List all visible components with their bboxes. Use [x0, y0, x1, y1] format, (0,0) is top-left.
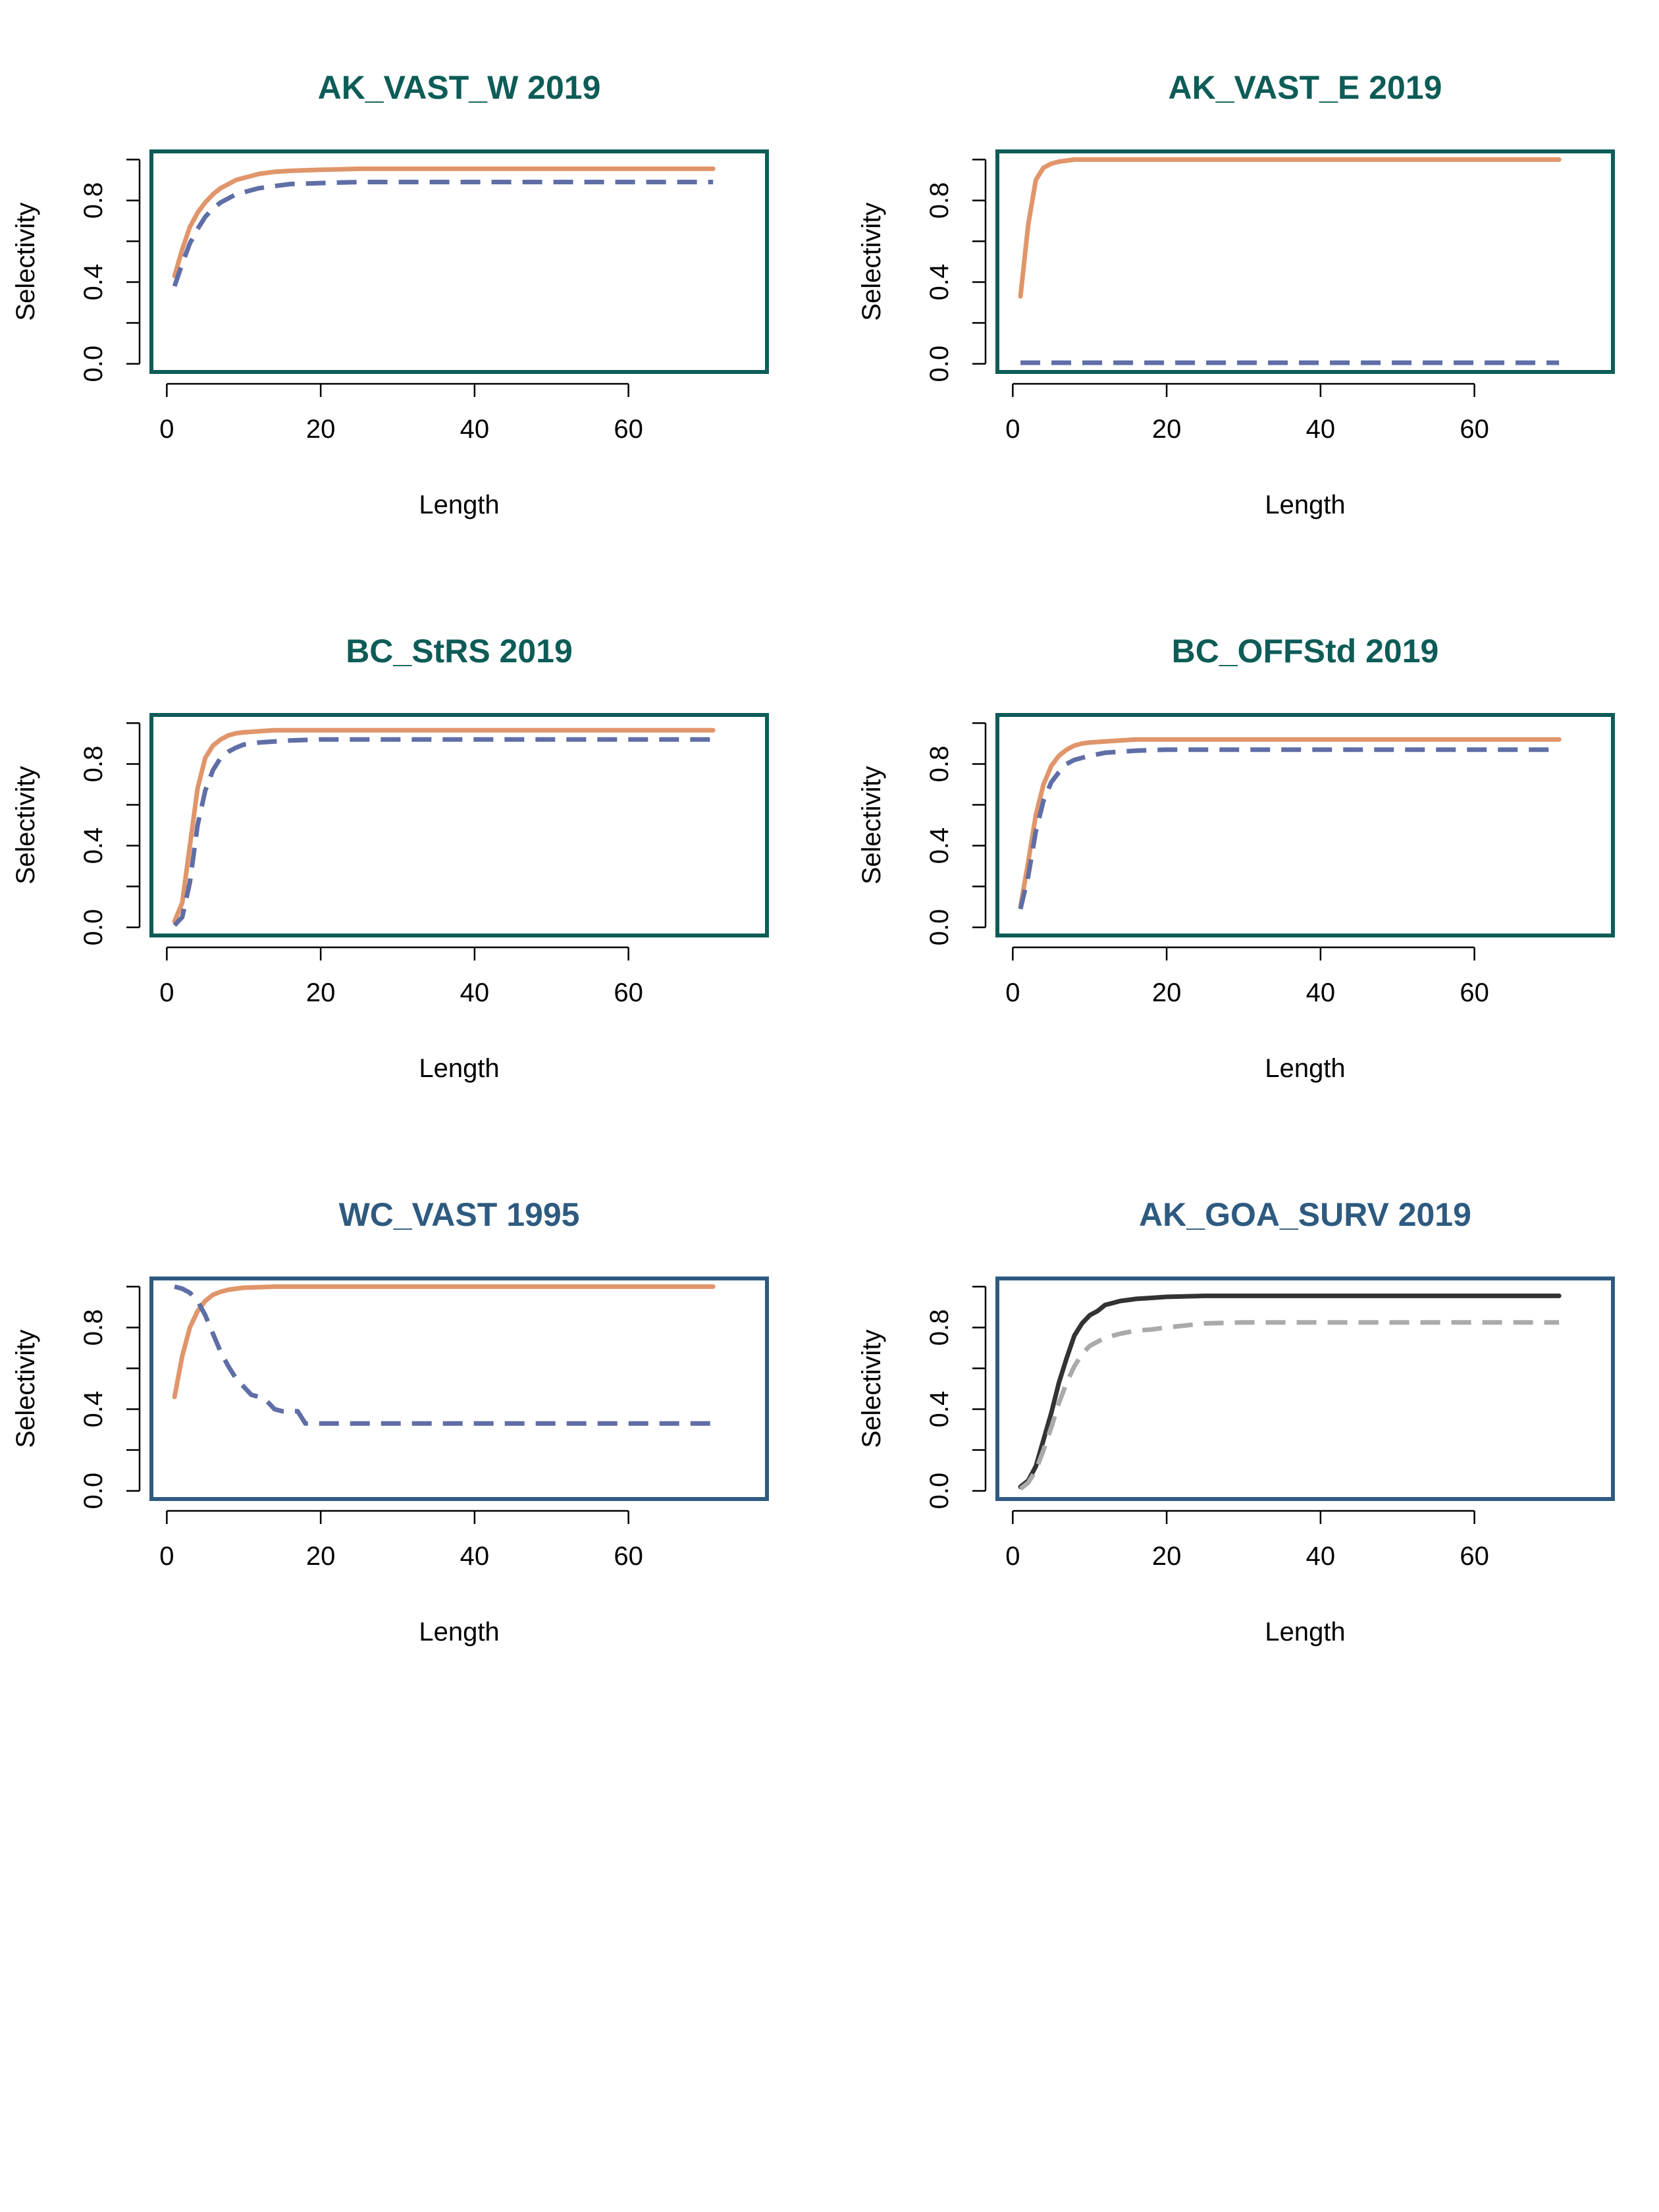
x-tick-label: 20	[1152, 978, 1182, 1007]
chart-panel-4: BC_OFFStd 2019 0 20 40 60 Length 0.0 0.4 0.8 Sele…	[857, 633, 1615, 1083]
y-tick-label: 0.8	[925, 746, 954, 783]
series-line-dashed	[172, 180, 714, 287]
series-line-dashed	[172, 737, 714, 927]
series-line-solid	[1018, 737, 1562, 910]
x-axis-label: Length	[419, 490, 499, 519]
series-line-dashed	[174, 1284, 714, 1426]
chart-panel-6: AK_GOA_SURV 2019 0 20 40 60 Length 0.0 0.4 0.8 Se…	[857, 1196, 1615, 1646]
x-tick-label: 0	[159, 1542, 174, 1571]
x-tick-label: 40	[460, 415, 490, 444]
x-tick-label: 20	[306, 978, 336, 1007]
x-tick-label: 0	[1005, 978, 1020, 1007]
x-tick-label: 60	[1460, 1542, 1489, 1571]
y-tick-label: 0.8	[79, 1309, 108, 1346]
series-line-dashed	[1018, 1320, 1560, 1491]
chart-panel-5: WC_VAST 1995 0 20 40 60 Length 0.0 0.4 0.8 Select…	[11, 1196, 769, 1646]
y-tick-label: 0.4	[79, 828, 108, 864]
x-axis: 0 20 40 60 Length	[159, 1510, 643, 1646]
y-axis: 0.0 0.4 0.8 Selectivity	[857, 1286, 987, 1510]
y-tick-label: 0.0	[925, 1473, 954, 1510]
y-tick-label: 0.4	[925, 264, 954, 301]
x-tick-label: 20	[306, 415, 336, 444]
chart-panel-3: BC_StRS 2019 0 20 40 60 Length 0.0 0.4 0.8 Select…	[11, 633, 769, 1083]
x-tick-label: 20	[1152, 415, 1182, 444]
x-axis: 0 20 40 60 Length	[1005, 946, 1489, 1083]
y-axis-label: Selectivity	[857, 1329, 886, 1448]
series-line-solid	[1018, 157, 1562, 299]
y-tick-label: 0.0	[79, 346, 108, 382]
y-tick-label: 0.0	[79, 1473, 108, 1510]
y-tick-label: 0.4	[79, 1391, 108, 1428]
x-axis-label: Length	[419, 1054, 499, 1083]
x-tick-label: 0	[159, 415, 174, 444]
x-axis: 0 20 40 60 Length	[1005, 1510, 1489, 1646]
x-tick-label: 0	[1005, 415, 1020, 444]
y-tick-label: 0.0	[925, 346, 954, 382]
y-tick-label: 0.4	[925, 1391, 954, 1428]
y-axis-label: Selectivity	[11, 766, 40, 884]
y-axis-label: Selectivity	[11, 202, 40, 321]
x-tick-label: 60	[614, 978, 643, 1007]
plot-frame	[995, 1277, 1615, 1501]
y-axis-label: Selectivity	[857, 202, 886, 321]
series-line-solid	[1018, 1293, 1562, 1489]
chart-panel-2: AK_VAST_E 2019 0 20 40 60 Length 0.0 0.4 0.8 Sele…	[857, 69, 1615, 519]
series-line-solid	[172, 166, 716, 278]
y-axis: 0.0 0.4 0.8 Selectivity	[11, 159, 141, 382]
y-axis: 0.0 0.4 0.8 Selectivity	[857, 722, 987, 946]
x-tick-label: 40	[1306, 1542, 1336, 1571]
chart-title: BC_StRS 2019	[346, 633, 573, 670]
x-tick-label: 40	[460, 1542, 490, 1571]
x-axis-label: Length	[1265, 1054, 1345, 1083]
x-axis: 0 20 40 60 Length	[1005, 382, 1489, 519]
chart-panel-1: AK_VAST_W 2019 0 20 40 60 Length 0.0 0.4 0.8 Sele…	[11, 69, 769, 519]
x-axis: 0 20 40 60 Length	[159, 946, 643, 1083]
chart-title: WC_VAST 1995	[339, 1196, 580, 1233]
y-tick-label: 0.8	[79, 182, 108, 219]
x-tick-label: 0	[159, 978, 174, 1007]
x-tick-label: 20	[1152, 1542, 1182, 1571]
plot-frame	[995, 713, 1615, 937]
y-axis: 0.0 0.4 0.8 Selectivity	[11, 1286, 141, 1510]
y-tick-label: 0.4	[79, 264, 108, 301]
chart-title: AK_GOA_SURV 2019	[1139, 1196, 1471, 1233]
x-axis: 0 20 40 60 Length	[159, 382, 643, 519]
plot-frame	[995, 149, 1615, 374]
plot-frame	[149, 713, 769, 937]
y-tick-label: 0.8	[79, 746, 108, 783]
x-tick-label: 0	[1005, 1542, 1020, 1571]
y-axis: 0.0 0.4 0.8 Selectivity	[857, 159, 987, 382]
x-axis-label: Length	[1265, 1618, 1345, 1646]
chart-title: AK_VAST_W 2019	[318, 69, 601, 106]
chart-title: AK_VAST_E 2019	[1169, 69, 1442, 106]
y-axis-label: Selectivity	[11, 1329, 40, 1448]
y-tick-label: 0.0	[925, 909, 954, 946]
y-tick-label: 0.0	[79, 909, 108, 946]
x-tick-label: 60	[1460, 978, 1489, 1007]
series-line-dashed	[1018, 747, 1560, 910]
x-tick-label: 20	[306, 1542, 336, 1571]
series-line-solid	[172, 1284, 716, 1400]
y-tick-label: 0.8	[925, 182, 954, 219]
y-axis: 0.0 0.4 0.8 Selectivity	[11, 722, 141, 946]
x-tick-label: 60	[1460, 415, 1489, 444]
x-tick-label: 40	[1306, 415, 1336, 444]
x-tick-label: 60	[614, 1542, 643, 1571]
x-axis-label: Length	[419, 1618, 499, 1646]
series-line-solid	[172, 727, 716, 924]
plot-frame	[149, 149, 769, 374]
y-tick-label: 0.4	[925, 828, 954, 864]
x-axis-label: Length	[1265, 490, 1345, 519]
x-tick-label: 60	[614, 415, 643, 444]
plot-frame	[149, 1277, 769, 1501]
x-tick-label: 40	[460, 978, 490, 1007]
chart-title: BC_OFFStd 2019	[1172, 633, 1439, 670]
y-tick-label: 0.8	[925, 1309, 954, 1346]
y-axis-label: Selectivity	[857, 766, 886, 884]
x-tick-label: 40	[1306, 978, 1336, 1007]
